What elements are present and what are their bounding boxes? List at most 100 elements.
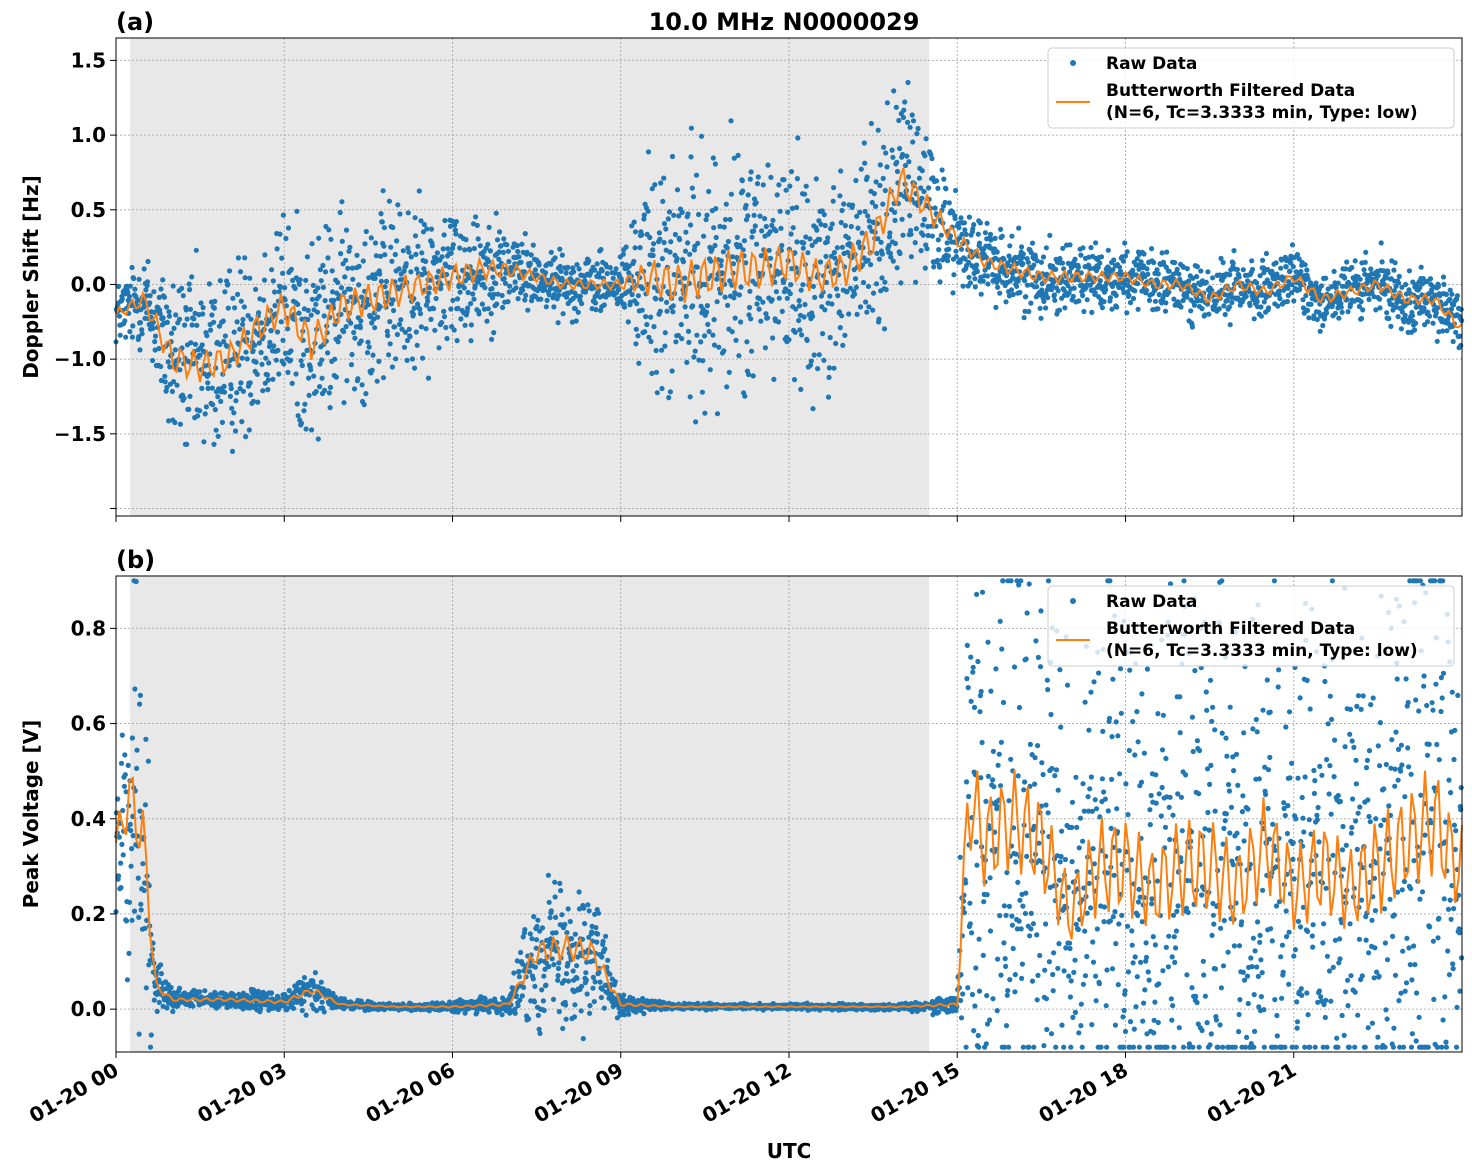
raw-data-point — [542, 270, 549, 276]
raw-data-point — [390, 297, 396, 303]
raw-data-point — [576, 889, 582, 895]
raw-data-point — [473, 214, 479, 220]
raw-data-point — [694, 332, 700, 338]
raw-data-point — [873, 203, 879, 209]
raw-data-point — [1230, 260, 1236, 266]
raw-data-point — [920, 222, 926, 228]
raw-data-point — [676, 213, 682, 219]
raw-data-point — [889, 147, 895, 153]
raw-data-point — [1287, 268, 1293, 274]
raw-data-point — [190, 1003, 196, 1009]
raw-data-point — [229, 420, 235, 426]
raw-data-point — [527, 260, 533, 266]
raw-data-point — [545, 872, 552, 878]
raw-data-point — [179, 285, 185, 291]
raw-data-point — [687, 394, 693, 400]
raw-data-point — [350, 276, 356, 282]
raw-data-point — [735, 152, 741, 158]
raw-data-point — [258, 320, 265, 326]
raw-data-point — [1081, 308, 1087, 315]
raw-data-point — [164, 1005, 170, 1011]
raw-data-point — [892, 240, 899, 247]
raw-data-point — [518, 259, 524, 265]
raw-data-point — [583, 977, 589, 983]
raw-data-point — [587, 1010, 593, 1016]
raw-data-point — [720, 249, 727, 255]
raw-data-point — [1019, 244, 1025, 250]
raw-data-point — [320, 284, 326, 290]
raw-data-point — [1171, 296, 1177, 302]
raw-data-point — [1130, 295, 1137, 302]
raw-data-point — [653, 369, 660, 375]
raw-data-point — [387, 319, 393, 325]
raw-data-point — [833, 340, 839, 347]
raw-data-point — [402, 329, 408, 335]
raw-data-point — [411, 305, 417, 311]
raw-data-point — [693, 172, 700, 178]
raw-data-point — [1203, 279, 1209, 285]
raw-data-point — [126, 899, 133, 905]
raw-data-point — [593, 307, 599, 313]
raw-data-point — [690, 194, 697, 200]
raw-data-point — [241, 304, 247, 310]
raw-data-point — [151, 289, 157, 295]
raw-data-point — [288, 357, 294, 363]
raw-data-point — [229, 448, 236, 454]
raw-data-point — [704, 212, 710, 218]
raw-data-point — [382, 252, 388, 258]
raw-data-point — [998, 226, 1004, 232]
panel-b-night-shade — [130, 576, 930, 1052]
raw-data-point — [718, 262, 724, 269]
raw-data-point — [384, 328, 390, 334]
raw-data-point — [298, 420, 305, 426]
raw-data-point — [1366, 296, 1372, 303]
raw-data-point — [747, 176, 753, 182]
raw-data-point — [719, 270, 725, 276]
raw-data-point — [815, 366, 821, 372]
raw-data-point — [150, 357, 156, 364]
raw-data-point — [813, 176, 819, 182]
raw-data-point — [303, 277, 309, 283]
raw-data-point — [798, 386, 804, 392]
raw-data-point — [570, 968, 576, 974]
raw-data-point — [301, 352, 307, 358]
raw-data-point — [434, 250, 440, 256]
raw-data-point — [1357, 276, 1363, 282]
raw-data-point — [791, 377, 798, 383]
raw-data-point — [905, 79, 911, 86]
raw-data-point — [139, 331, 145, 337]
raw-data-point — [309, 241, 315, 247]
raw-data-point — [1234, 266, 1240, 273]
raw-data-point — [500, 249, 506, 255]
raw-data-point — [152, 339, 158, 345]
raw-data-point — [1386, 315, 1392, 322]
raw-data-point — [511, 970, 517, 976]
raw-data-point — [363, 391, 369, 397]
raw-data-point — [192, 341, 199, 347]
raw-data-point — [139, 327, 145, 333]
raw-data-point — [877, 162, 883, 168]
raw-data-point — [272, 289, 278, 295]
raw-data-point — [535, 917, 541, 923]
raw-data-point — [864, 309, 870, 315]
raw-data-point — [465, 275, 472, 281]
raw-data-point — [572, 1002, 578, 1008]
raw-data-point — [116, 313, 122, 319]
raw-data-point — [753, 200, 759, 206]
raw-data-point — [1402, 312, 1408, 318]
raw-data-point — [543, 982, 549, 988]
raw-data-point — [276, 371, 282, 377]
raw-data-point — [118, 860, 124, 866]
raw-data-point — [757, 296, 763, 302]
raw-data-point — [1122, 240, 1128, 246]
raw-data-point — [945, 258, 951, 264]
raw-data-point — [796, 317, 802, 324]
raw-data-point — [763, 311, 769, 317]
raw-data-point — [648, 314, 654, 320]
raw-data-point — [577, 293, 584, 299]
raw-data-point — [245, 330, 251, 336]
raw-data-point — [1141, 263, 1147, 269]
raw-data-point — [660, 198, 666, 204]
raw-data-point — [749, 348, 755, 354]
raw-data-point — [213, 427, 219, 433]
